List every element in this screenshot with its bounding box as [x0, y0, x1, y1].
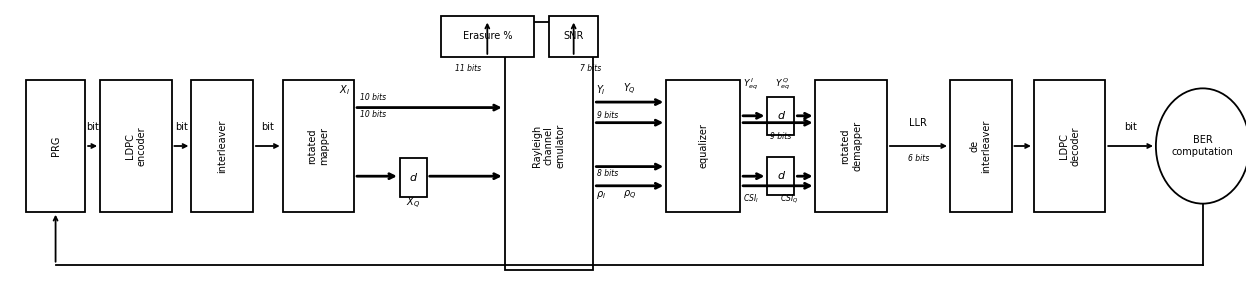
- Text: LDPC
encoder: LDPC encoder: [125, 126, 147, 166]
- Bar: [505, 22, 593, 270]
- Bar: [949, 80, 1012, 212]
- Text: d: d: [778, 171, 785, 181]
- Text: 11 bits: 11 bits: [455, 64, 481, 73]
- Bar: [549, 15, 598, 57]
- Text: bit: bit: [86, 122, 98, 132]
- Text: $Y_{eq}^{\;Q}$: $Y_{eq}^{\;Q}$: [775, 77, 790, 93]
- Text: bit: bit: [262, 122, 274, 132]
- Text: $X_Q$: $X_Q$: [406, 195, 420, 211]
- Text: 10 bits: 10 bits: [360, 110, 386, 119]
- Text: de
interleaver: de interleaver: [969, 119, 992, 173]
- Text: 7 bits: 7 bits: [579, 64, 601, 73]
- Text: rotated
demapper: rotated demapper: [840, 121, 862, 171]
- Bar: [26, 80, 85, 212]
- Text: $Y_{eq}^{\;I}$: $Y_{eq}^{\;I}$: [743, 77, 758, 93]
- Text: bit: bit: [174, 122, 188, 132]
- Text: LDPC
decoder: LDPC decoder: [1059, 126, 1080, 166]
- Text: PRG: PRG: [51, 136, 61, 156]
- Bar: [768, 97, 795, 135]
- Bar: [1034, 80, 1105, 212]
- Text: LLR: LLR: [910, 118, 927, 128]
- Bar: [283, 80, 354, 212]
- Bar: [100, 80, 172, 212]
- Text: 10 bits: 10 bits: [360, 93, 386, 102]
- Text: d: d: [410, 173, 417, 182]
- Bar: [441, 15, 533, 57]
- Text: BER
computation: BER computation: [1171, 135, 1234, 157]
- Text: $\rho_Q$: $\rho_Q$: [623, 189, 637, 202]
- Text: $CSI_Q$: $CSI_Q$: [780, 193, 799, 206]
- Text: 9 bits: 9 bits: [770, 132, 791, 141]
- Text: Erasure %: Erasure %: [462, 31, 512, 41]
- Text: $CSI_I$: $CSI_I$: [743, 193, 759, 205]
- Bar: [815, 80, 887, 212]
- Bar: [191, 80, 253, 212]
- Text: Rayleigh
channel
emulator: Rayleigh channel emulator: [532, 124, 566, 168]
- Text: SNR: SNR: [563, 31, 584, 41]
- Bar: [768, 157, 795, 195]
- Text: $X_I$: $X_I$: [339, 83, 350, 97]
- Text: d: d: [778, 111, 785, 121]
- Text: interleaver: interleaver: [217, 119, 227, 173]
- Text: $Y_Q$: $Y_Q$: [623, 81, 635, 97]
- Text: 8 bits: 8 bits: [597, 169, 618, 178]
- Text: 9 bits: 9 bits: [597, 111, 618, 120]
- Text: equalizer: equalizer: [698, 124, 708, 168]
- Bar: [400, 158, 427, 197]
- Text: $\rho_I$: $\rho_I$: [596, 189, 606, 201]
- Ellipse shape: [1156, 88, 1246, 204]
- Text: rotated
mapper: rotated mapper: [308, 127, 329, 165]
- Bar: [667, 80, 740, 212]
- Text: bit: bit: [1124, 122, 1138, 132]
- Text: 6 bits: 6 bits: [908, 154, 930, 163]
- Text: $Y_I$: $Y_I$: [596, 83, 606, 97]
